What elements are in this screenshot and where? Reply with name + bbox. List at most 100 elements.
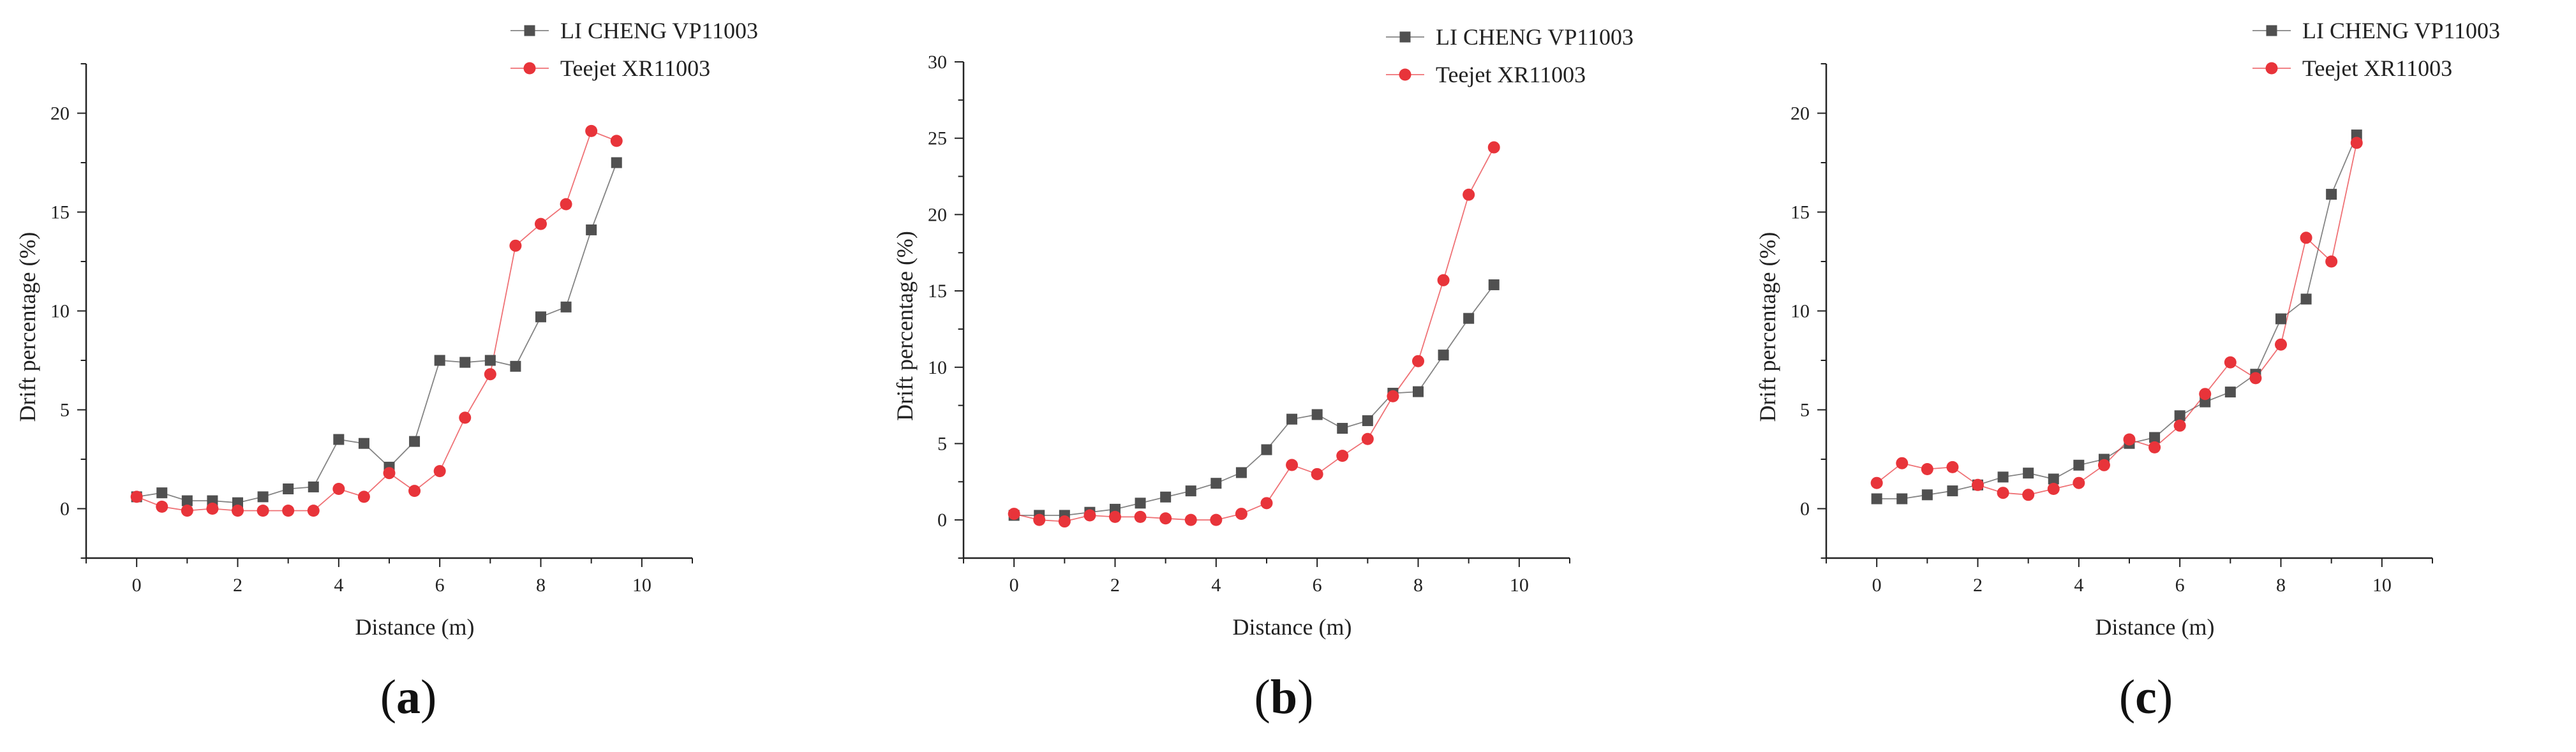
data-point-li-cheng xyxy=(1488,279,1500,291)
y-axis-title: Drift percentage (%) xyxy=(892,231,918,421)
data-point-li-cheng xyxy=(156,487,168,499)
data-point-li-cheng xyxy=(2326,189,2337,200)
data-point-teejet xyxy=(1286,459,1299,471)
x-axis-title: Distance (m) xyxy=(1233,614,1352,640)
data-point-teejet xyxy=(2148,441,2161,453)
chart-panel-b: 0 2 4 6 8 10 0 5 10 15 20 25 30 Distance (m) Drift per… xyxy=(892,24,1634,724)
data-point-teejet xyxy=(535,217,547,230)
data-point-li-cheng xyxy=(333,434,345,445)
y-tick-label: 0 xyxy=(937,510,947,531)
y-tick-label: 10 xyxy=(50,301,70,322)
data-point-li-cheng xyxy=(510,360,521,372)
legend-marker xyxy=(524,25,535,36)
x-tick-label: 8 xyxy=(1413,575,1423,596)
legend-marker xyxy=(523,62,536,75)
panel-label-open-paren: ( xyxy=(1254,670,1270,724)
data-point-teejet xyxy=(383,467,396,480)
x-tick-label: 4 xyxy=(1211,575,1221,596)
data-point-teejet xyxy=(2073,476,2085,489)
data-point-li-cheng xyxy=(1463,313,1475,324)
y-tick-label: 20 xyxy=(928,204,947,225)
data-point-li-cheng xyxy=(611,157,622,168)
legend-label: LI CHENG VP11003 xyxy=(2302,18,2500,43)
data-point-li-cheng xyxy=(1947,485,1958,497)
x-axis-title: Distance (m) xyxy=(355,614,475,640)
data-point-teejet xyxy=(2097,459,2110,471)
y-tick-label: 20 xyxy=(50,103,70,124)
data-point-teejet xyxy=(2123,433,2136,446)
data-point-teejet xyxy=(1437,274,1450,286)
y-tick-label: 0 xyxy=(1800,499,1810,520)
data-point-teejet xyxy=(2325,255,2338,268)
panel-label-letter: a xyxy=(396,670,421,724)
x-tick-label: 4 xyxy=(334,575,343,596)
data-point-teejet xyxy=(156,500,168,513)
data-point-teejet xyxy=(130,490,143,503)
data-point-teejet xyxy=(1008,508,1020,520)
data-point-li-cheng xyxy=(1235,467,1247,478)
data-point-teejet xyxy=(2199,388,2212,401)
data-point-teejet xyxy=(2300,232,2312,244)
data-point-li-cheng xyxy=(1362,415,1373,427)
x-axis-title: Distance (m) xyxy=(2096,614,2215,640)
y-tick-label: 25 xyxy=(928,128,947,149)
panel-label-letter: c xyxy=(2135,670,2157,724)
x-tick-label: 2 xyxy=(1973,575,1983,596)
data-point-li-cheng xyxy=(2275,313,2286,325)
data-point-li-cheng xyxy=(2224,387,2236,398)
data-point-li-cheng xyxy=(1286,413,1298,425)
data-point-teejet xyxy=(1210,513,1223,526)
x-tick-label: 6 xyxy=(1313,575,1322,596)
data-point-teejet xyxy=(560,198,572,210)
data-point-li-cheng xyxy=(283,483,294,494)
data-point-li-cheng xyxy=(2149,432,2161,443)
data-point-teejet xyxy=(1336,450,1349,462)
data-point-teejet xyxy=(1896,457,1909,469)
data-point-teejet xyxy=(1972,478,1984,491)
data-point-teejet xyxy=(307,505,320,517)
data-point-teejet xyxy=(1387,390,1399,402)
data-point-li-cheng xyxy=(1871,493,1882,505)
data-point-li-cheng xyxy=(1210,478,1222,489)
data-point-teejet xyxy=(484,368,496,381)
data-point-li-cheng xyxy=(1921,489,1933,501)
data-point-teejet xyxy=(357,490,370,503)
panel-label-letter: b xyxy=(1270,670,1297,724)
data-point-teejet xyxy=(1083,509,1096,522)
data-point-li-cheng xyxy=(257,491,269,503)
y-tick-label: 15 xyxy=(50,202,70,223)
series-line-teejet xyxy=(1013,147,1495,522)
data-point-li-cheng xyxy=(535,311,546,323)
data-point-li-cheng xyxy=(484,355,496,366)
panel-label-open-paren: ( xyxy=(380,670,396,724)
legend-label: Teejet XR11003 xyxy=(560,55,710,81)
panel-label-close-paren: ) xyxy=(2157,670,2173,724)
legend-marker xyxy=(2265,62,2278,75)
data-point-li-cheng xyxy=(434,355,445,366)
data-point-teejet xyxy=(2047,483,2060,495)
data-point-li-cheng xyxy=(586,224,597,235)
y-tick-label: 15 xyxy=(1791,202,1810,223)
data-point-li-cheng xyxy=(1413,386,1424,397)
data-point-li-cheng xyxy=(1337,423,1348,434)
legend-label: Teejet XR11003 xyxy=(2302,55,2452,81)
data-point-teejet xyxy=(282,505,295,517)
x-tick-label: 8 xyxy=(2276,575,2286,596)
x-tick-label: 10 xyxy=(632,575,651,596)
data-point-teejet xyxy=(332,483,345,495)
x-tick-label: 0 xyxy=(132,575,142,596)
data-point-teejet xyxy=(2173,419,2186,432)
panel-label: (b) xyxy=(1254,670,1314,724)
data-point-teejet xyxy=(1311,468,1323,480)
data-point-li-cheng xyxy=(1311,409,1323,420)
data-point-teejet xyxy=(1412,355,1424,367)
data-point-li-cheng xyxy=(1896,493,1908,505)
y-tick-label: 0 xyxy=(60,499,70,520)
data-point-li-cheng xyxy=(2048,473,2059,485)
data-point-li-cheng xyxy=(358,438,369,449)
y-tick-label: 10 xyxy=(928,357,947,378)
data-point-teejet xyxy=(1235,508,1247,520)
data-point-teejet xyxy=(2022,489,2035,501)
data-point-teejet xyxy=(257,505,269,517)
